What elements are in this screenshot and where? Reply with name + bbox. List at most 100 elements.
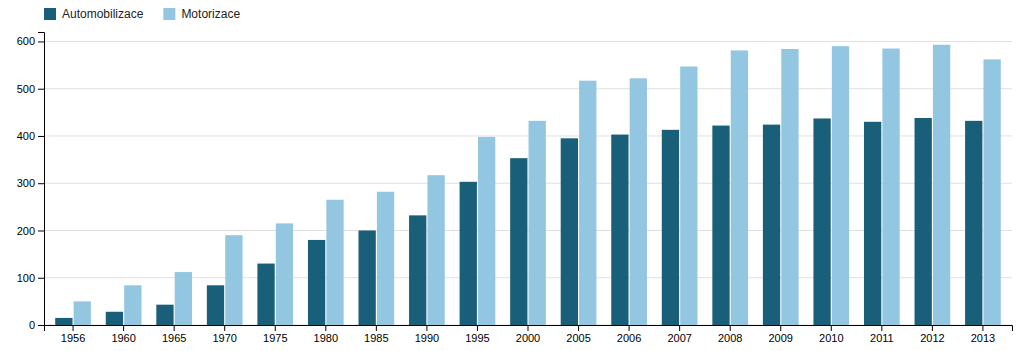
x-axis: 1956196019651970197519801985199019952000… <box>45 325 1013 344</box>
bar <box>680 66 697 325</box>
y-tick: 100 <box>17 272 44 284</box>
x-tick: 2013 <box>971 325 995 344</box>
x-tick: 1995 <box>465 325 489 344</box>
x-tick-label: 1995 <box>465 332 489 344</box>
bar <box>712 126 729 325</box>
x-tick: 2010 <box>819 325 843 344</box>
bars <box>55 45 1001 325</box>
y-tick-mark <box>38 89 44 90</box>
x-tick: 1985 <box>364 325 388 344</box>
bar <box>933 45 950 325</box>
legend-swatch <box>163 8 175 20</box>
legend-label: Automobilizace <box>62 7 144 21</box>
legend-item: Automobilizace <box>44 7 144 21</box>
y-tick-label: 100 <box>17 272 35 284</box>
x-tick-label: 1960 <box>111 332 135 344</box>
bar <box>611 135 628 325</box>
x-tick: 1980 <box>314 325 338 344</box>
bar <box>308 240 325 325</box>
bar <box>377 192 394 325</box>
x-tick: 2011 <box>870 325 894 344</box>
grid <box>44 41 1012 325</box>
bar <box>124 285 141 325</box>
x-tick-label: 1975 <box>263 332 287 344</box>
x-tick: 1975 <box>263 325 287 344</box>
y-tick-mark <box>38 183 44 184</box>
x-tick-label: 2011 <box>870 332 894 344</box>
y-tick-label: 400 <box>17 130 35 142</box>
bar <box>55 318 72 325</box>
x-tick-mark <box>174 325 175 331</box>
bar <box>983 59 1000 325</box>
y-tick-mark <box>38 278 44 279</box>
x-tick: 2008 <box>718 325 742 344</box>
x-tick: 1956 <box>61 325 85 344</box>
bar <box>915 118 932 325</box>
x-tick-mark <box>426 325 427 331</box>
x-tick-mark <box>325 325 326 331</box>
bar <box>276 223 293 325</box>
x-tick: 2006 <box>617 325 641 344</box>
x-tick-mark <box>881 325 882 331</box>
bar <box>763 125 780 325</box>
x-tick: 2000 <box>516 325 540 344</box>
legend-label: Motorizace <box>181 7 240 21</box>
bar <box>630 78 647 325</box>
bar <box>781 49 798 325</box>
x-axis-line <box>45 326 1013 332</box>
y-axis-line <box>38 33 45 326</box>
x-tick-label: 1970 <box>212 332 236 344</box>
bar <box>864 122 881 325</box>
grid-line <box>44 88 1012 89</box>
x-tick-label: 2005 <box>566 332 590 344</box>
bar <box>74 301 91 325</box>
x-tick-mark <box>932 325 933 331</box>
x-tick-mark <box>629 325 630 331</box>
x-tick-mark <box>780 325 781 331</box>
x-tick-mark <box>528 325 529 331</box>
x-tick-label: 2012 <box>920 332 944 344</box>
bar <box>427 175 444 325</box>
bar <box>832 46 849 325</box>
y-tick-label: 500 <box>17 83 35 95</box>
y-axis: 0100200300400500600 <box>17 33 45 332</box>
legend-item: Motorizace <box>163 7 240 21</box>
y-tick-label: 200 <box>17 225 35 237</box>
x-tick: 1970 <box>212 325 236 344</box>
x-tick: 1960 <box>111 325 135 344</box>
y-tick-label: 0 <box>29 319 35 331</box>
legend: Automobilizace Motorizace <box>44 7 240 21</box>
y-tick: 0 <box>29 319 44 331</box>
x-tick-label: 2008 <box>718 332 742 344</box>
bar <box>409 215 426 325</box>
bar <box>561 138 578 325</box>
x-tick-mark <box>730 325 731 331</box>
plot: 1956196019651970197519801985199019952000… <box>17 33 1013 344</box>
x-tick-mark <box>123 325 124 331</box>
bar-series <box>74 45 1001 325</box>
bar <box>156 305 173 325</box>
bar <box>225 235 242 325</box>
x-tick-label: 2010 <box>819 332 843 344</box>
y-tick: 200 <box>17 225 44 237</box>
x-tick: 2007 <box>667 325 691 344</box>
x-tick-mark <box>224 325 225 331</box>
bar <box>106 312 123 325</box>
grid-line <box>44 41 1012 42</box>
bar <box>731 50 748 325</box>
x-tick: 2012 <box>920 325 944 344</box>
y-tick-mark <box>38 41 44 42</box>
x-tick-mark <box>477 325 478 331</box>
y-tick-label: 600 <box>17 35 35 47</box>
x-tick-label: 1956 <box>61 332 85 344</box>
x-tick-label: 2000 <box>516 332 540 344</box>
x-tick: 2009 <box>768 325 792 344</box>
x-tick-label: 1980 <box>314 332 338 344</box>
bar <box>359 230 376 325</box>
x-tick-label: 2006 <box>617 332 641 344</box>
x-tick-mark <box>831 325 832 331</box>
bar <box>478 137 495 325</box>
y-tick: 400 <box>17 130 44 142</box>
x-tick-mark <box>578 325 579 331</box>
x-tick-mark <box>376 325 377 331</box>
